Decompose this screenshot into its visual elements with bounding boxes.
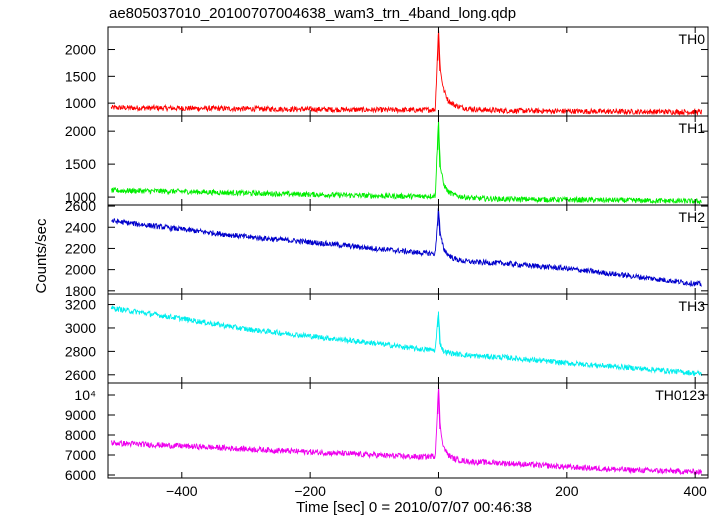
x-tick-label: 400 [683,483,707,499]
panels-group: TH0 1000 1500 2000 TH1 1000 1500 2000 TH2 1800 200… [65,26,709,483]
panel-label: TH0123 [655,387,705,403]
y-tick-label: 9000 [65,407,96,423]
y-tick-label: 2400 [65,219,96,235]
panel-th0123: TH0123 6000 7000 8000 9000 10⁴ [65,382,709,483]
trace-th0 [110,28,703,116]
panel-th1: TH1 1000 1500 2000 [65,115,709,206]
chart-title: ae805037010_20100707004638_wam3_trn_4ban… [109,5,516,22]
y-tick-label: 1000 [65,95,96,111]
x-tick-label: −400 [166,483,198,499]
x-axis-label: Time [sec] 0 = 2010/07/07 00:46:38 [296,499,532,516]
y-tick-label: 3000 [65,320,96,336]
y-tick-label: 1000 [65,189,96,205]
y-tick-label: 1800 [65,283,96,299]
y-tick-label: 3200 [65,297,96,313]
y-tick-label: 8000 [65,427,96,443]
panel-th0: TH0 1000 1500 2000 [65,26,709,117]
y-tick-label: 6000 [65,467,96,483]
x-tick-label: 200 [555,483,579,499]
y-tick-label: 2000 [65,123,96,139]
y-tick-label: 2000 [65,262,96,278]
y-axis-label: Counts/sec [33,218,50,294]
y-tick-label: 7000 [65,447,96,463]
panel-th3: TH3 2600 2800 3000 3200 [65,293,709,384]
y-tick-label: 1500 [65,68,96,84]
panel-label: TH0 [679,31,706,47]
trace-th3 [110,305,703,377]
panel-label: TH1 [679,120,706,136]
y-tick-label: 10⁴ [74,387,96,403]
y-tick-label: 2600 [65,198,96,214]
panel-label: TH3 [679,298,706,314]
panel-frame [107,293,709,384]
panel-frame [107,26,709,117]
y-tick-label: 2200 [65,240,96,256]
y-tick-label: 1500 [65,156,96,172]
trace-th2 [110,207,702,288]
y-tick-label: 2600 [65,367,96,383]
trace-th1 [110,119,702,205]
x-tick-label: −200 [294,483,326,499]
x-tick-label: 0 [435,483,443,499]
x-tick-labels: −400 −200 0 200 400 [166,483,707,499]
panel-label: TH2 [679,209,706,225]
trace-th0123 [110,385,703,476]
panel-frame [107,204,709,295]
panel-th2: TH2 1800 2000 2200 2400 2600 [65,198,709,299]
y-tick-label: 2800 [65,343,96,359]
panel-frame [107,382,709,479]
y-tick-label: 2000 [65,42,96,58]
